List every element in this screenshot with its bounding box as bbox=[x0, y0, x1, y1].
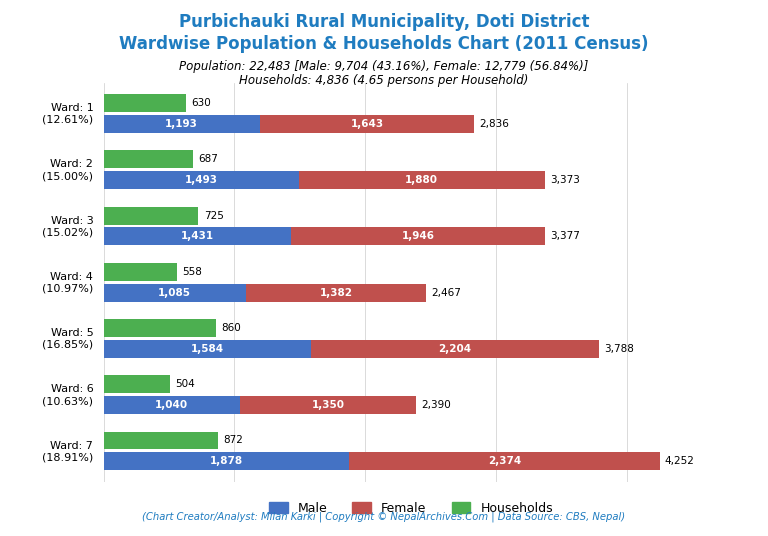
Bar bbox=[104, 452, 349, 470]
Text: 1,878: 1,878 bbox=[210, 456, 243, 466]
Bar bbox=[104, 227, 291, 245]
Bar bbox=[104, 340, 311, 358]
Text: 1,584: 1,584 bbox=[190, 344, 223, 354]
Text: 4,252: 4,252 bbox=[665, 456, 694, 466]
Text: 2,390: 2,390 bbox=[422, 400, 451, 410]
Text: 2,467: 2,467 bbox=[432, 288, 462, 297]
Text: 2,836: 2,836 bbox=[480, 119, 509, 129]
Text: 1,493: 1,493 bbox=[185, 175, 218, 185]
Text: Purbichauki Rural Municipality, Doti District: Purbichauki Rural Municipality, Doti Dis… bbox=[179, 13, 589, 32]
Text: 1,880: 1,880 bbox=[406, 175, 439, 185]
Text: (Chart Creator/Analyst: Milan Karki | Copyright © NepalArchives.Com | Data Sourc: (Chart Creator/Analyst: Milan Karki | Co… bbox=[142, 511, 626, 522]
Bar bbox=[104, 284, 246, 302]
Bar bbox=[299, 171, 545, 189]
Bar bbox=[104, 431, 217, 450]
Bar bbox=[349, 452, 660, 470]
Text: 725: 725 bbox=[204, 211, 223, 220]
Bar bbox=[240, 396, 416, 414]
Bar bbox=[104, 396, 240, 414]
Bar bbox=[104, 319, 216, 337]
Text: 1,643: 1,643 bbox=[350, 119, 383, 129]
Text: Wardwise Population & Households Chart (2011 Census): Wardwise Population & Households Chart (… bbox=[119, 35, 649, 53]
Text: 630: 630 bbox=[191, 98, 211, 108]
Text: 1,382: 1,382 bbox=[319, 288, 353, 297]
Text: 860: 860 bbox=[221, 323, 241, 333]
Bar bbox=[104, 150, 194, 168]
Bar bbox=[104, 171, 299, 189]
Text: 687: 687 bbox=[199, 154, 219, 165]
Text: 1,431: 1,431 bbox=[180, 232, 214, 241]
Bar bbox=[104, 115, 260, 133]
Text: 1,040: 1,040 bbox=[155, 400, 188, 410]
Text: 1,193: 1,193 bbox=[165, 119, 198, 129]
Text: 2,204: 2,204 bbox=[439, 344, 472, 354]
Text: Population: 22,483 [Male: 9,704 (43.16%), Female: 12,779 (56.84%)]: Population: 22,483 [Male: 9,704 (43.16%)… bbox=[179, 60, 589, 73]
Bar bbox=[104, 375, 170, 393]
Bar bbox=[260, 115, 475, 133]
Bar bbox=[104, 94, 186, 112]
Text: 1,946: 1,946 bbox=[402, 232, 435, 241]
Text: 558: 558 bbox=[182, 267, 202, 277]
Text: 1,350: 1,350 bbox=[311, 400, 344, 410]
Text: 1,085: 1,085 bbox=[158, 288, 191, 297]
Text: 3,377: 3,377 bbox=[551, 232, 581, 241]
Bar bbox=[246, 284, 426, 302]
Bar bbox=[104, 206, 198, 225]
Text: 2,374: 2,374 bbox=[488, 456, 521, 466]
Bar bbox=[104, 263, 177, 281]
Text: Households: 4,836 (4.65 persons per Household): Households: 4,836 (4.65 persons per Hous… bbox=[240, 74, 528, 87]
Text: 3,373: 3,373 bbox=[550, 175, 580, 185]
Legend: Male, Female, Households: Male, Female, Households bbox=[264, 497, 558, 520]
Bar bbox=[291, 227, 545, 245]
Text: 504: 504 bbox=[175, 379, 194, 389]
Bar bbox=[311, 340, 599, 358]
Text: 872: 872 bbox=[223, 435, 243, 445]
Text: 3,788: 3,788 bbox=[604, 344, 634, 354]
